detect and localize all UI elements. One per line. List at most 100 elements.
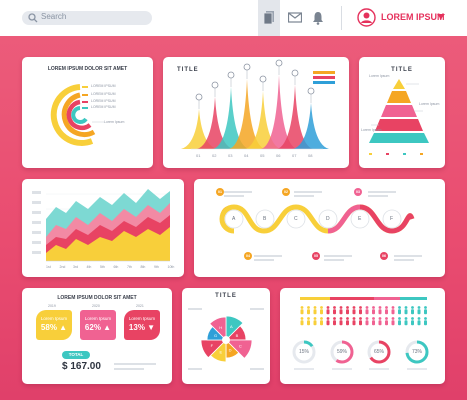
map-pin-icon	[243, 63, 251, 71]
document-icon	[263, 11, 274, 25]
person-icon	[398, 306, 401, 309]
timeline-step-badge: 05	[312, 252, 320, 260]
peak-tick-label: 03	[228, 153, 233, 158]
timeline-step-badge: 06	[380, 252, 388, 260]
person-icon	[313, 306, 317, 309]
pie-slice-label: G	[214, 333, 217, 338]
radial-arc-3	[66, 99, 92, 131]
timeline-step-letter: C	[294, 216, 298, 222]
progress-ring	[292, 340, 316, 364]
pie-slice	[200, 339, 227, 359]
kpi-year: 2020	[92, 304, 100, 308]
area-x-tick: 5th	[100, 265, 105, 269]
person-icon	[333, 317, 336, 320]
radial-label-3: LOREM IPSUM	[91, 99, 116, 103]
kpi-card-label: Lorem Ipsum	[40, 316, 68, 321]
person-icon	[385, 317, 388, 320]
placeholder-line	[114, 363, 156, 365]
kpi-year: 2019	[48, 304, 56, 308]
chevron-down-icon[interactable]	[437, 14, 445, 19]
placeholder-line	[407, 368, 427, 370]
area-x-tick: 3rd	[73, 265, 79, 269]
search-placeholder: Search	[41, 12, 67, 21]
map-pin-icon	[227, 71, 235, 79]
peak-tick-label: 06	[276, 153, 281, 158]
pie-slice	[209, 316, 227, 341]
person-icon	[339, 317, 343, 320]
mail-icon	[288, 12, 302, 23]
pie-slice-label: H	[219, 325, 222, 330]
person-icon	[404, 317, 408, 320]
radial-arc-4	[71, 106, 88, 124]
person-icon	[359, 306, 362, 309]
timeline-step-badge: 04	[244, 252, 252, 260]
person-icon	[372, 317, 375, 320]
peak-tick-label: 07	[292, 153, 297, 158]
radial-bar-chart	[50, 84, 104, 146]
kpi-card[interactable]: Lorem Ipsum 62% ▲	[80, 310, 116, 340]
peak-tick-label: 05	[260, 153, 265, 158]
notifications-button[interactable]	[307, 0, 329, 36]
kpi-panel: LOREM IPSUM DOLOR SIT AMET 2019 Lorem Ips…	[22, 288, 172, 384]
kpi-card[interactable]: Lorem Ipsum 13% ▼	[124, 310, 160, 340]
person-icon	[307, 317, 310, 320]
panel-title: TITLE	[391, 67, 413, 73]
panel-title: LOREM IPSUM DOLOR SIT AMET	[47, 66, 128, 72]
map-pin-icon	[211, 81, 219, 89]
map-pin-icon	[307, 87, 315, 95]
peak-shape	[181, 109, 217, 149]
placeholder-line	[332, 368, 352, 370]
top-bar: Search LOREM IPSUM	[0, 0, 467, 36]
radial-label-2: LOREM IPSUM	[91, 92, 116, 96]
pie-slice-label: B	[236, 333, 239, 338]
peak-shape	[293, 103, 329, 149]
person-icon	[326, 306, 330, 309]
map-pin-icon	[291, 69, 299, 77]
pyramid-panel: TITLE Lorem Ipsum Lorem Ipsum Lorem Ipsu…	[359, 57, 445, 168]
toolbar-divider	[341, 6, 342, 30]
person-icon	[320, 317, 323, 320]
person-icon	[359, 317, 362, 320]
person-icon	[300, 317, 304, 320]
pie-slice-label: E	[219, 350, 222, 355]
kpi-card-value: 58% ▲	[40, 323, 68, 332]
person-icon	[365, 317, 369, 320]
kpi-card-label: Lorem Ipsum	[84, 316, 112, 321]
radial-side-label: Lorem Ipsum	[104, 120, 125, 124]
person-icon	[346, 317, 349, 320]
peak-shape	[213, 87, 249, 149]
user-name[interactable]: LOREM IPSUM	[381, 12, 445, 22]
peaks-chart	[181, 59, 335, 150]
kpi-card[interactable]: Lorem Ipsum 58% ▲	[36, 310, 72, 340]
timeline-step-letter: F	[390, 216, 394, 222]
progress-ring	[330, 340, 354, 364]
peak-tick-label: 02	[212, 153, 217, 158]
area-x-tick: 2nd	[59, 265, 66, 269]
person-icon	[313, 317, 317, 320]
documents-button[interactable]	[258, 0, 280, 36]
area-x-tick: 6th	[113, 265, 119, 269]
progress-ring-value: 73%	[412, 349, 423, 355]
radial-arc-1	[50, 84, 94, 146]
map-pin-icon	[259, 75, 267, 83]
peak-shape	[229, 79, 265, 149]
peak-shape	[245, 91, 281, 149]
total-value: $ 167.00	[62, 361, 101, 372]
progress-ring-value: 59%	[337, 349, 348, 355]
person-icon	[307, 306, 310, 309]
mail-button[interactable]	[283, 0, 305, 36]
person-icon	[424, 306, 427, 309]
area-x-tick: 7th	[127, 265, 132, 269]
peak-shape	[277, 85, 313, 149]
radial-arc-2	[61, 92, 96, 138]
search-input[interactable]: Search	[22, 11, 152, 25]
search-icon	[28, 13, 38, 23]
area-chart-panel: 1st 2nd 3rd 4th 5th 6th 7th 8th 9th 10th	[22, 179, 184, 277]
timeline-step-letter: B	[263, 216, 267, 222]
people-infographic	[292, 297, 429, 364]
user-icon[interactable]	[357, 8, 376, 27]
person-icon	[365, 306, 369, 309]
progress-ring-value: 15%	[299, 349, 310, 355]
placeholder-line	[114, 368, 144, 370]
